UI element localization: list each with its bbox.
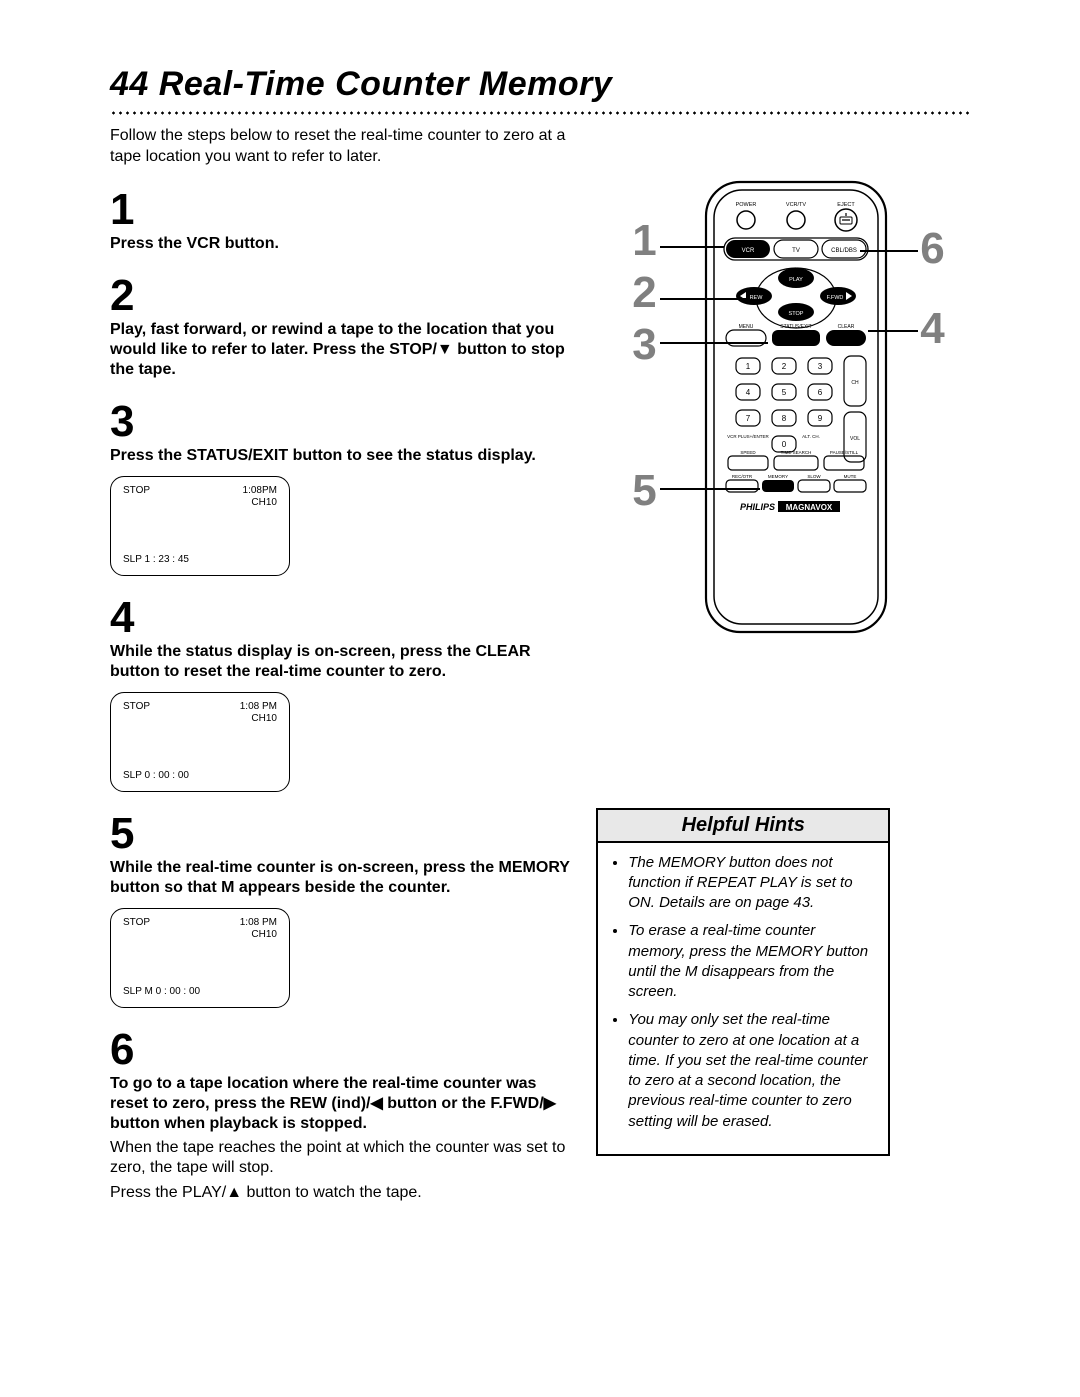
svg-text:VCR PLUS+/ENTER: VCR PLUS+/ENTER bbox=[727, 434, 769, 439]
step-plain: When the tape reaches the point at which… bbox=[110, 1138, 572, 1180]
svg-text:7: 7 bbox=[746, 414, 751, 423]
title-text: Real-Time Counter Memory bbox=[159, 65, 612, 103]
step-number: 2 bbox=[110, 274, 572, 318]
osd-status: STOP bbox=[123, 485, 150, 496]
osd-time: 1:08 PMCH10 bbox=[240, 917, 277, 941]
callout-line bbox=[660, 488, 760, 490]
manual-page: 44 Real-Time Counter Memory Follow the s… bbox=[0, 0, 1080, 1397]
svg-text:VCR/TV: VCR/TV bbox=[786, 202, 807, 208]
page-title: 44 Real-Time Counter Memory bbox=[110, 65, 970, 104]
step-number: 5 bbox=[110, 812, 572, 856]
svg-text:2: 2 bbox=[782, 362, 787, 371]
hints-body: The MEMORY button does not function if R… bbox=[598, 843, 888, 1154]
svg-text:STOP: STOP bbox=[789, 311, 804, 317]
svg-text:TV: TV bbox=[792, 248, 800, 254]
svg-text:PHILIPS: PHILIPS bbox=[740, 502, 775, 512]
intro-text: Follow the steps below to reset the real… bbox=[110, 126, 580, 168]
osd-status: STOP bbox=[123, 701, 150, 712]
callout-line bbox=[860, 250, 918, 252]
hint-item: To erase a real-time counter memory, pre… bbox=[628, 921, 876, 1002]
step-text: While the real-time counter is on-screen… bbox=[110, 858, 572, 898]
osd-counter: SLP 1 : 23 : 45 bbox=[123, 554, 189, 565]
steps-column: 1 Press the VCR button. 2 Play, fast for… bbox=[110, 168, 572, 1204]
svg-text:MAGNAVOX: MAGNAVOX bbox=[786, 503, 833, 512]
svg-text:CH: CH bbox=[852, 380, 860, 386]
hint-item: The MEMORY button does not function if R… bbox=[628, 853, 876, 914]
svg-text:SPEED: SPEED bbox=[741, 450, 757, 455]
svg-text:1: 1 bbox=[746, 362, 751, 371]
osd-status: STOP bbox=[123, 917, 150, 928]
callout-number: 4 bbox=[920, 304, 944, 354]
step-number: 1 bbox=[110, 188, 572, 232]
step-number: 4 bbox=[110, 596, 572, 640]
osd-counter: SLP M 0 : 00 : 00 bbox=[123, 986, 200, 997]
step-text: Press the VCR button. bbox=[110, 234, 572, 254]
page-number: 44 bbox=[110, 65, 149, 103]
svg-text:SLOW: SLOW bbox=[808, 474, 822, 479]
svg-text:VOL: VOL bbox=[850, 436, 860, 442]
svg-text:REC/OTR: REC/OTR bbox=[732, 474, 753, 479]
osd-screen: STOP 1:08PMCH10 SLP 1 : 23 : 45 bbox=[110, 476, 290, 576]
step-number: 3 bbox=[110, 400, 572, 444]
osd-counter: SLP 0 : 00 : 00 bbox=[123, 770, 189, 781]
svg-text:VCR: VCR bbox=[742, 248, 755, 254]
callout-number: 2 bbox=[632, 268, 656, 318]
callout-line bbox=[868, 330, 918, 332]
svg-text:CLEAR: CLEAR bbox=[838, 324, 855, 330]
osd-screen: STOP 1:08 PMCH10 SLP 0 : 00 : 00 bbox=[110, 692, 290, 792]
hint-item: You may only set the real-time counter t… bbox=[628, 1010, 876, 1132]
step-text: To go to a tape location where the real-… bbox=[110, 1074, 572, 1134]
svg-text:F.FWD: F.FWD bbox=[827, 295, 844, 301]
svg-text:MENU: MENU bbox=[739, 324, 754, 330]
dotted-rule bbox=[110, 110, 970, 116]
svg-text:8: 8 bbox=[782, 414, 787, 423]
svg-text:ALT. CH.: ALT. CH. bbox=[802, 434, 820, 439]
step-text: While the status display is on-screen, p… bbox=[110, 642, 572, 682]
svg-text:CBL/DBS: CBL/DBS bbox=[831, 248, 857, 254]
svg-text:5: 5 bbox=[782, 388, 787, 397]
svg-text:TIME SEARCH: TIME SEARCH bbox=[781, 450, 812, 455]
svg-text:4: 4 bbox=[746, 388, 751, 397]
step-plain: Press the PLAY/▲ button to watch the tap… bbox=[110, 1183, 572, 1204]
callout-number: 6 bbox=[920, 224, 944, 274]
svg-text:EJECT: EJECT bbox=[838, 202, 856, 208]
svg-text:POWER: POWER bbox=[736, 202, 757, 208]
svg-text:9: 9 bbox=[818, 414, 823, 423]
callout-line bbox=[660, 246, 724, 248]
svg-text:6: 6 bbox=[818, 388, 823, 397]
svg-text:PLAY: PLAY bbox=[789, 277, 803, 283]
callout-number: 3 bbox=[632, 320, 656, 370]
hints-title: Helpful Hints bbox=[598, 810, 888, 843]
svg-text:REW: REW bbox=[750, 295, 764, 301]
svg-text:0: 0 bbox=[782, 440, 787, 449]
step-number: 6 bbox=[110, 1028, 572, 1072]
callout-number: 5 bbox=[632, 466, 656, 516]
step-text: Play, fast forward, or rewind a tape to … bbox=[110, 320, 572, 380]
callout-number: 1 bbox=[632, 216, 656, 266]
step-text: Press the STATUS/EXIT button to see the … bbox=[110, 446, 572, 466]
svg-text:MUTE: MUTE bbox=[844, 474, 857, 479]
osd-time: 1:08PMCH10 bbox=[243, 485, 277, 509]
svg-text:MEMORY: MEMORY bbox=[768, 474, 788, 479]
osd-screen: STOP 1:08 PMCH10 SLP M 0 : 00 : 00 bbox=[110, 908, 290, 1008]
right-column: POWER VCR/TV EJECT VCR TV CBL/DBS PLAY R… bbox=[596, 168, 970, 1204]
svg-text:PAUSE/STILL: PAUSE/STILL bbox=[830, 450, 859, 455]
callout-line bbox=[660, 342, 768, 344]
svg-text:STATUS/EXIT: STATUS/EXIT bbox=[781, 324, 812, 330]
hints-box: Helpful Hints The MEMORY button does not… bbox=[596, 808, 890, 1156]
callout-line bbox=[660, 298, 750, 300]
svg-text:3: 3 bbox=[818, 362, 823, 371]
osd-time: 1:08 PMCH10 bbox=[240, 701, 277, 725]
